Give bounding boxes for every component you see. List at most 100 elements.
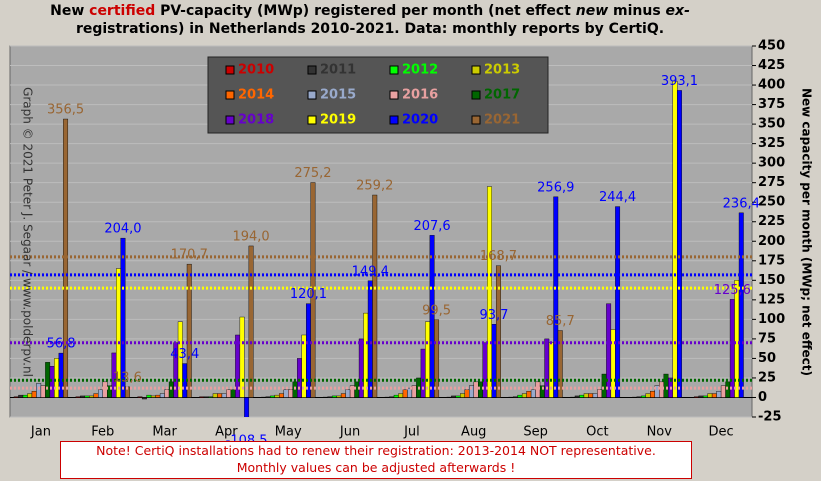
legend-swatch [225, 65, 235, 75]
note: Note! CertiQ installations had to renew … [60, 441, 692, 479]
x-tick-label: Oct [586, 425, 608, 440]
legend-swatch [307, 65, 317, 75]
bar [711, 393, 717, 398]
bar [93, 393, 99, 398]
bar [592, 393, 598, 398]
bar [159, 393, 165, 398]
title-part: PV-capacity (MWp) registered per month (… [155, 3, 576, 19]
data-label: 168,7 [480, 249, 517, 264]
bar [248, 245, 254, 398]
bar [389, 396, 395, 398]
x-tick-label: Dec [709, 425, 734, 440]
bar [141, 397, 147, 400]
x-tick-label: Sep [523, 425, 548, 440]
legend-label: 2020 [402, 113, 438, 128]
bar [27, 393, 33, 398]
bar [18, 394, 24, 398]
bar [425, 321, 431, 398]
bar [738, 212, 744, 398]
bar [58, 352, 64, 398]
bar [725, 381, 731, 398]
y-tick-label: 450 [758, 39, 785, 54]
data-label: 149,4 [352, 264, 389, 279]
bar [146, 394, 152, 398]
bar [305, 303, 311, 398]
data-label: 170,7 [171, 248, 208, 263]
bar [199, 396, 205, 398]
x-tick-label: Jan [30, 425, 51, 440]
bar [363, 312, 369, 398]
title-part: New [50, 3, 90, 19]
note-line: Note! CertiQ installations had to renew … [96, 443, 656, 458]
legend-swatch [225, 115, 235, 125]
bar [22, 394, 28, 398]
bar [521, 393, 527, 398]
bar [487, 186, 492, 398]
y-tick-label: 350 [758, 117, 785, 132]
bar [372, 194, 378, 398]
bar [288, 389, 293, 398]
legend-label: 2015 [320, 88, 356, 103]
bar [226, 389, 232, 398]
bar [707, 393, 713, 398]
bar [354, 381, 360, 398]
bar [102, 381, 108, 398]
bar [663, 373, 669, 398]
bar [729, 299, 735, 398]
legend-label: 2018 [238, 113, 274, 128]
bar [244, 397, 250, 417]
data-label: 120,1 [290, 287, 327, 302]
y-tick-label: 425 [758, 58, 785, 73]
bar [283, 389, 289, 398]
bar [398, 393, 404, 398]
data-label: 244,4 [599, 190, 636, 205]
bar [75, 396, 81, 398]
data-label: 236,4 [723, 196, 760, 211]
bar [526, 391, 532, 398]
data-label: 43,4 [170, 347, 199, 362]
bar [574, 395, 580, 398]
data-label: 259,2 [356, 179, 393, 194]
bar [310, 182, 316, 398]
bar [517, 394, 523, 398]
data-label: 85,7 [546, 314, 575, 329]
legend-label: 2012 [402, 63, 438, 78]
legend-swatch [389, 90, 399, 100]
bar [698, 395, 704, 398]
x-tick-label: Apr [215, 425, 238, 440]
legend-label: 2019 [320, 113, 356, 128]
note-line: Monthly values can be adjusted afterward… [236, 460, 516, 475]
bar [239, 316, 245, 398]
bar [168, 381, 174, 398]
data-label: 125,6 [714, 283, 751, 298]
bar [217, 393, 223, 398]
bar [455, 395, 461, 398]
y-tick-label: 300 [758, 156, 785, 171]
bar [588, 393, 594, 398]
bar [279, 393, 284, 398]
bar [530, 389, 536, 398]
y-tick-label: 225 [758, 214, 785, 229]
bar [402, 389, 408, 398]
bar [49, 366, 55, 398]
data-label: 99,5 [422, 303, 451, 318]
bar [702, 395, 708, 398]
bar [615, 206, 621, 398]
bar [336, 395, 342, 398]
bar [203, 396, 209, 398]
title-part: new [575, 3, 609, 19]
legend-swatch [471, 65, 481, 75]
bar [641, 395, 646, 398]
chart-title: New certified PV-capacity (MWp) register… [20, 2, 720, 38]
legend-label: 2017 [484, 88, 520, 103]
legend-swatch [471, 90, 481, 100]
bar [36, 383, 42, 398]
legend-swatch [225, 90, 235, 100]
bar [676, 90, 682, 398]
bar [186, 263, 192, 398]
legend-label: 2014 [238, 88, 274, 103]
data-label: 275,2 [294, 166, 331, 181]
y-tick-label: 100 [758, 312, 785, 327]
